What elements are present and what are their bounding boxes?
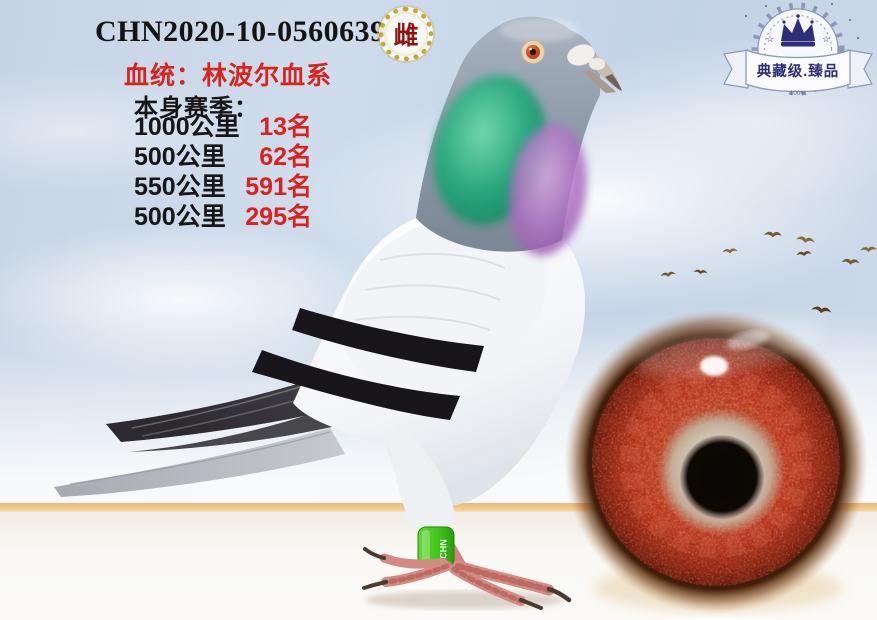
sex-badge: 雌 (379, 7, 433, 61)
race-results: 1000公里 13名 500公里 62名 550公里 591名 500公里 29… (134, 112, 312, 232)
result-rank: 62名 (259, 143, 312, 171)
collection-seal: ☆ ☆ 典藏级.臻品 100% (723, 2, 873, 97)
seal-star-left: ☆ (766, 34, 774, 44)
sex-badge-text: 雌 (393, 22, 419, 50)
seal-crown-icon (781, 14, 815, 47)
seal-ribbon-text: 典藏级.臻品 (757, 62, 840, 80)
seal-scallop-edge (751, 2, 845, 96)
floor-edge-line (0, 503, 877, 512)
seal-ribbon: 典藏级.臻品 (723, 49, 873, 93)
bloodline-text: 血统：林波尔血系 (124, 62, 333, 90)
result-rank: 295名 (245, 203, 312, 231)
season-label: 本身赛季： (134, 95, 259, 122)
result-row: 1000公里 13名 (134, 112, 312, 142)
result-rank: 13名 (259, 113, 312, 141)
result-row: 550公里 591名 (134, 172, 312, 202)
result-row: 500公里 62名 (134, 142, 312, 172)
result-distance: 500公里 (134, 143, 226, 171)
result-distance: 500公里 (134, 203, 226, 231)
result-distance: 550公里 (134, 173, 226, 201)
result-distance: 1000公里 (134, 113, 240, 141)
cloud-haze (0, 330, 877, 505)
floor (0, 512, 877, 620)
result-row: 500公里 295名 (134, 202, 312, 232)
seal-subtext: 100% (790, 90, 807, 97)
seal-star-right: ☆ (822, 34, 830, 44)
result-rank: 591名 (245, 173, 312, 201)
ring-number: CHN2020-10-0560639 (95, 15, 386, 48)
